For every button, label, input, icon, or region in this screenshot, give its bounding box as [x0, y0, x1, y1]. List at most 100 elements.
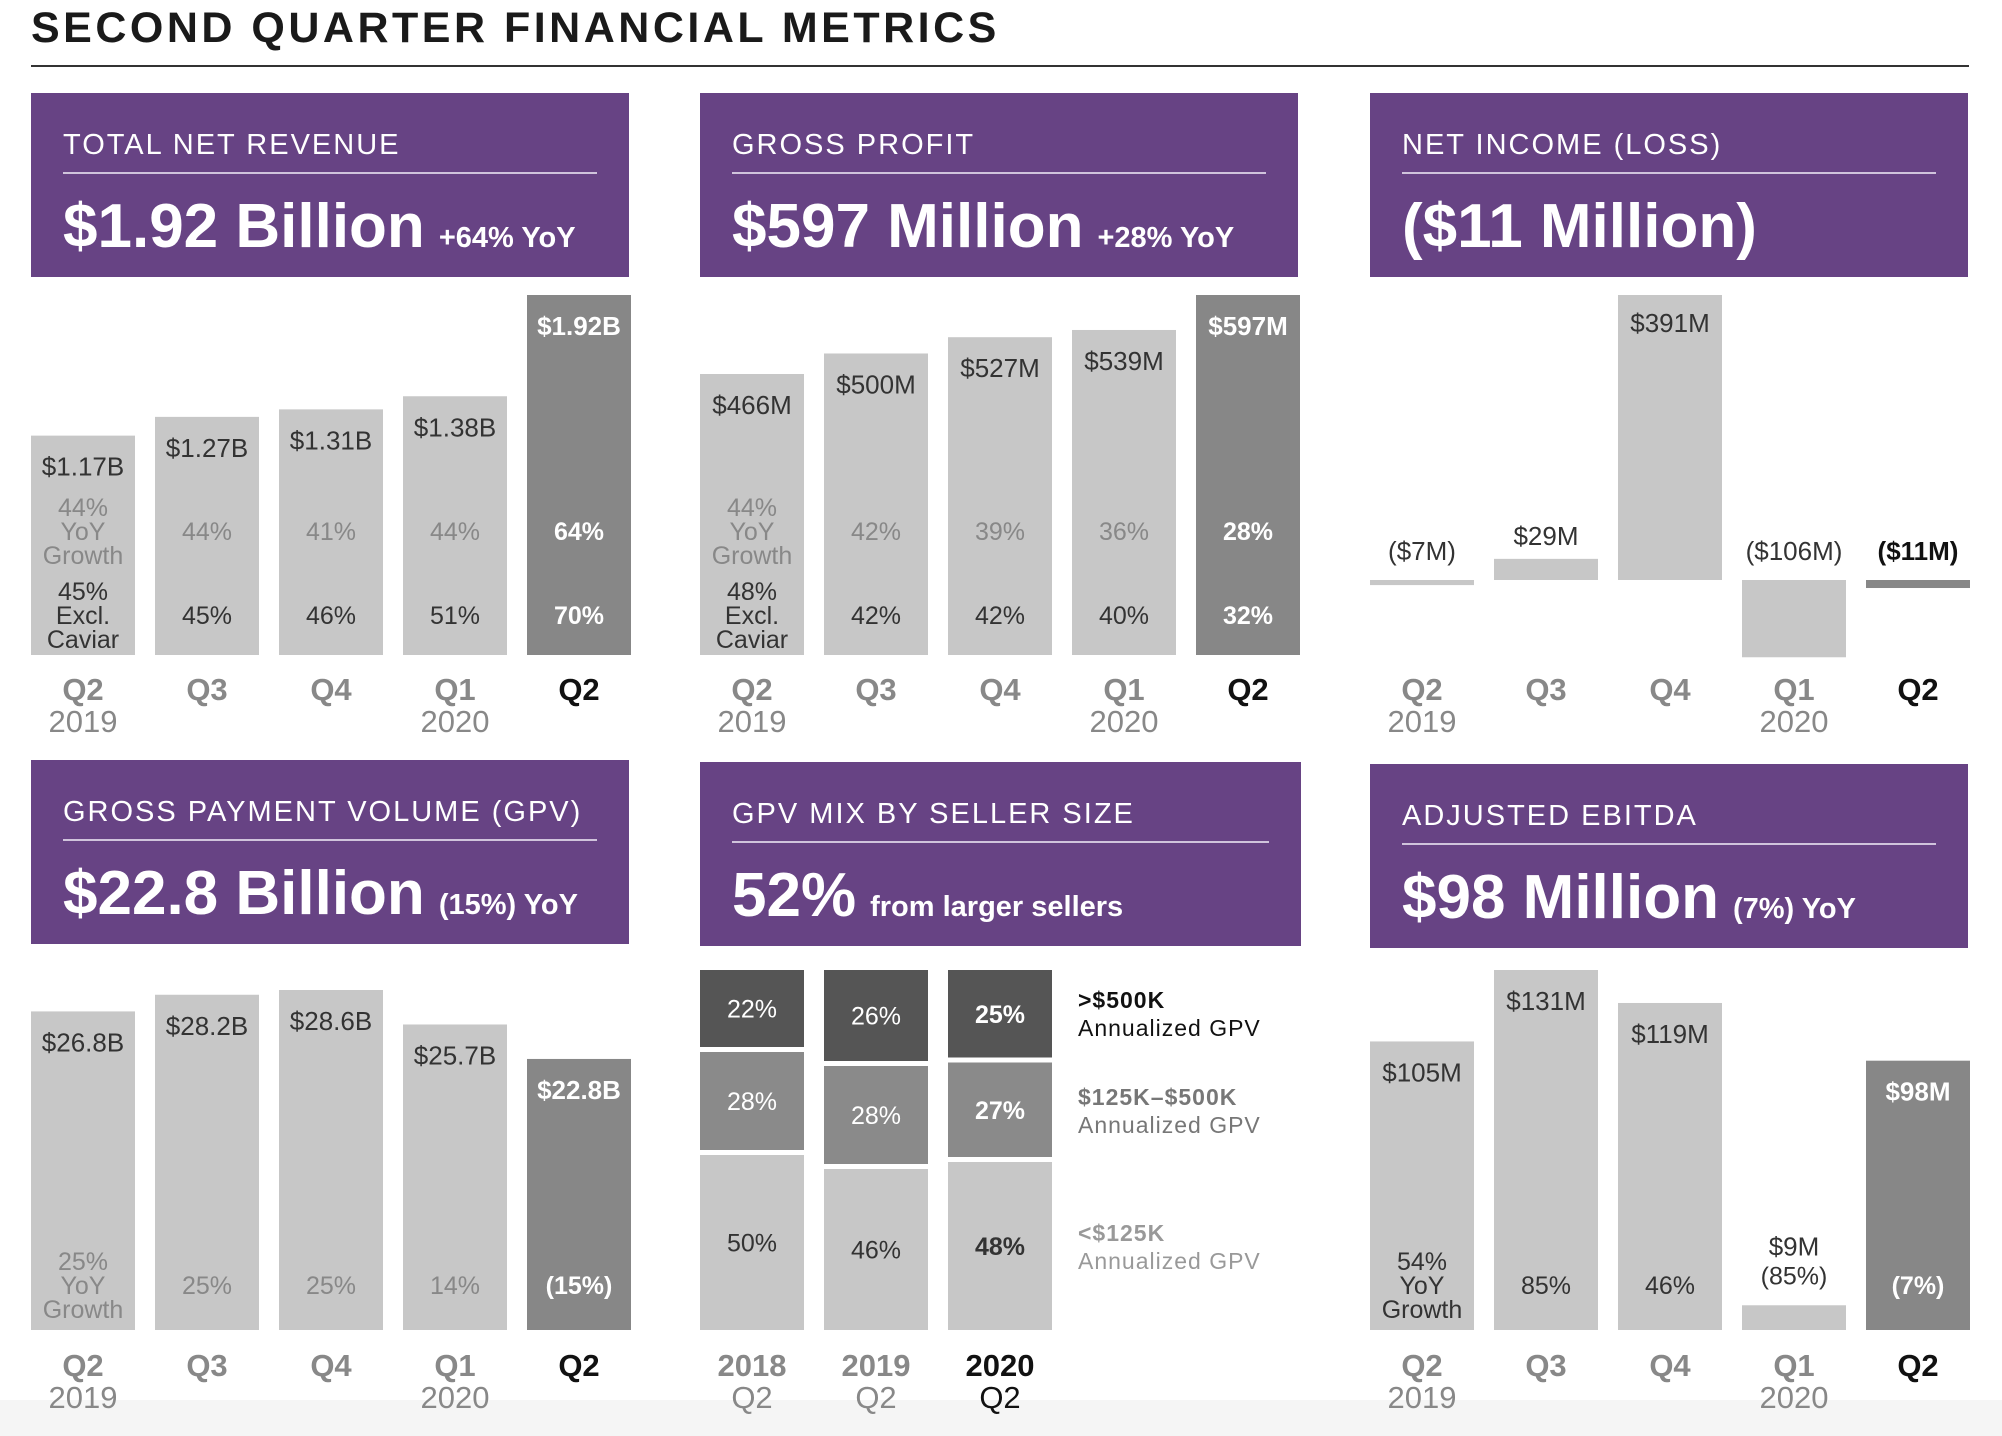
legend-small-sellers: <$125K Annualized GPV	[1078, 1219, 1261, 1275]
gpv_mix-segment-label-2-2: 48%	[975, 1233, 1025, 1261]
ebitda-category-2: Q4	[1649, 1348, 1691, 1383]
revenue-value-label-0: $1.17B	[42, 452, 124, 482]
gpv_mix-segment-2-1	[948, 1062, 1052, 1157]
gross_profit-category-1: Q3	[855, 672, 896, 707]
ebitda-category-1: Q3	[1525, 1348, 1566, 1383]
revenue-change: +64% YoY	[438, 222, 576, 254]
gpv-mix-header: GPV MIX BY SELLER SIZE 52% from larger se…	[700, 762, 1301, 946]
gpv-category-1: Q3	[186, 1348, 227, 1383]
net-income-divider	[1402, 172, 1936, 174]
revenue-value-label-2: $1.31B	[290, 425, 372, 455]
gross_profit-value-label-4: $597M	[1208, 311, 1288, 341]
gross_profit-category-4: Q2	[1227, 672, 1268, 707]
gpv_mix-segment-label-0-1: 28%	[727, 1088, 777, 1116]
gross_profit-excl-label-1-0: 42%	[851, 602, 901, 630]
gross_profit-excl-label-0-0: 48%	[727, 578, 777, 606]
net_income-value-label-1: $29M	[1513, 521, 1578, 551]
gpv-value-label-1: $28.2B	[166, 1011, 248, 1041]
gpv_mix-segment-2-2	[948, 1162, 1052, 1330]
revenue-value-label-1: $1.27B	[166, 433, 248, 463]
ebitda-header: ADJUSTED EBITDA $98 Million (7%) YoY	[1370, 764, 1968, 948]
gpv-yoy-label-0-1: YoY	[61, 1272, 106, 1300]
revenue-category-2: Q4	[310, 672, 352, 707]
gross-profit-value: $597 Million	[732, 192, 1084, 261]
net_income-value-label-3: ($106M)	[1746, 536, 1843, 566]
gpv-yoy-label-1-0: 25%	[182, 1272, 232, 1300]
gross_profit-excl-label-4-0: 32%	[1223, 602, 1273, 630]
gpv-category-4: Q2	[558, 1348, 599, 1383]
gross_profit-category-2: Q4	[979, 672, 1021, 707]
net_income-bar-2	[1618, 295, 1722, 580]
ebitda-value-label-3: $9M	[1769, 1231, 1820, 1261]
page-title: SECOND QUARTER FINANCIAL METRICS	[31, 4, 1000, 52]
revenue-value-label-3: $1.38B	[414, 412, 496, 442]
revenue-excl-label-0-0: 45%	[58, 578, 108, 606]
gpv_mix-segment-1-1	[824, 1066, 928, 1164]
ebitda-yoy-label-1-0: 85%	[1521, 1272, 1571, 1300]
gross_profit-excl-label-0-2: Caviar	[716, 626, 788, 654]
revenue-yoy-label-0-1: YoY	[61, 518, 106, 546]
net_income-category-1: Q3	[1525, 672, 1566, 707]
gpv-yoy-label-3-0: 14%	[430, 1272, 480, 1300]
revenue-bar-3	[403, 396, 507, 655]
gpv_mix-category-1: 2019	[842, 1348, 911, 1383]
gpv_mix-segment-1-2	[824, 1169, 928, 1330]
gpv_mix-segment-label-2-1: 27%	[975, 1097, 1025, 1125]
revenue-excl-label-2-0: 46%	[306, 602, 356, 630]
gpv_mix-segment-label-1-0: 26%	[851, 1003, 901, 1031]
net-income-value: ($11 Million)	[1402, 192, 1757, 261]
gpv-value-label-2: $28.6B	[290, 1006, 372, 1036]
ebitda-category-year-3: 2020	[1760, 1380, 1829, 1415]
legend-large-title: >$500K	[1078, 987, 1166, 1013]
gross-profit-change: +28% YoY	[1097, 222, 1235, 254]
gpv_mix-segment-label-1-1: 28%	[851, 1102, 901, 1130]
gross_profit-yoy-label-2-0: 39%	[975, 518, 1025, 546]
gross-profit-title: GROSS PROFIT	[732, 129, 976, 161]
gpv_mix-category-quarter-0: Q2	[731, 1380, 772, 1415]
gpv-value: $22.8 Billion	[63, 859, 425, 928]
net_income-bar-3	[1742, 580, 1846, 658]
gpv-category-year-3: 2020	[421, 1380, 490, 1415]
gpv-value-label-0: $26.8B	[42, 1027, 124, 1057]
gpv-bar-2	[279, 990, 383, 1330]
gpv-value-label-4: $22.8B	[537, 1075, 621, 1105]
gross_profit-category-3: Q1	[1103, 672, 1144, 707]
gross_profit-yoy-label-0-2: Growth	[712, 542, 793, 570]
gpv_mix-segment-label-0-2: 50%	[727, 1230, 777, 1258]
gpv-change: (15%) YoY	[438, 889, 578, 921]
ebitda-category-4: Q2	[1897, 1348, 1938, 1383]
net_income-value-label-0: ($7M)	[1388, 536, 1456, 566]
gpv-yoy-label-0-0: 25%	[58, 1248, 108, 1276]
ebitda-divider	[1402, 843, 1936, 845]
gpv_mix-segment-2-0	[948, 970, 1052, 1058]
gross-profit-divider	[732, 172, 1266, 174]
legend-mid-sellers: $125K–$500K Annualized GPV	[1078, 1083, 1261, 1139]
revenue-yoy-label-4-0: 64%	[554, 518, 604, 546]
gross_profit-excl-label-0-1: Excl.	[725, 602, 779, 630]
gpv_mix-segment-1-0	[824, 970, 928, 1061]
gpv_mix-segment-0-0	[700, 970, 804, 1047]
gpv-bar-4	[527, 1058, 631, 1330]
title-divider	[31, 65, 1969, 67]
ebitda-title: ADJUSTED EBITDA	[1402, 800, 1698, 832]
gpv-category-2: Q4	[310, 1348, 352, 1383]
gpv-yoy-label-2-0: 25%	[306, 1272, 356, 1300]
revenue-excl-label-0-2: Caviar	[47, 626, 119, 654]
gross_profit-value-label-3: $539M	[1084, 346, 1164, 376]
revenue-value-label-4: $1.92B	[537, 311, 621, 341]
revenue-bar-2	[279, 409, 383, 655]
gross-profit-header: GROSS PROFIT $597 Million +28% YoY	[700, 93, 1298, 277]
ebitda-yoy-label-4-0: (7%)	[1892, 1272, 1945, 1300]
ebitda-yoy-label-2-0: 46%	[1645, 1272, 1695, 1300]
net_income-category-2: Q4	[1649, 672, 1691, 707]
gpv-divider	[63, 839, 597, 841]
revenue-value: $1.92 Billion	[63, 192, 425, 261]
gross_profit-value-label-0: $466M	[712, 390, 792, 420]
gpv_mix-category-2: 2020	[966, 1348, 1035, 1383]
ebitda-value-label-0: $105M	[1382, 1057, 1462, 1087]
revenue-bar-1	[155, 416, 259, 655]
revenue-excl-label-3-0: 51%	[430, 602, 480, 630]
gross_profit-value-label-1: $500M	[836, 369, 916, 399]
ebitda-value-label-2: $119M	[1631, 1019, 1709, 1049]
gpv-yoy-label-4-0: (15%)	[546, 1272, 613, 1300]
